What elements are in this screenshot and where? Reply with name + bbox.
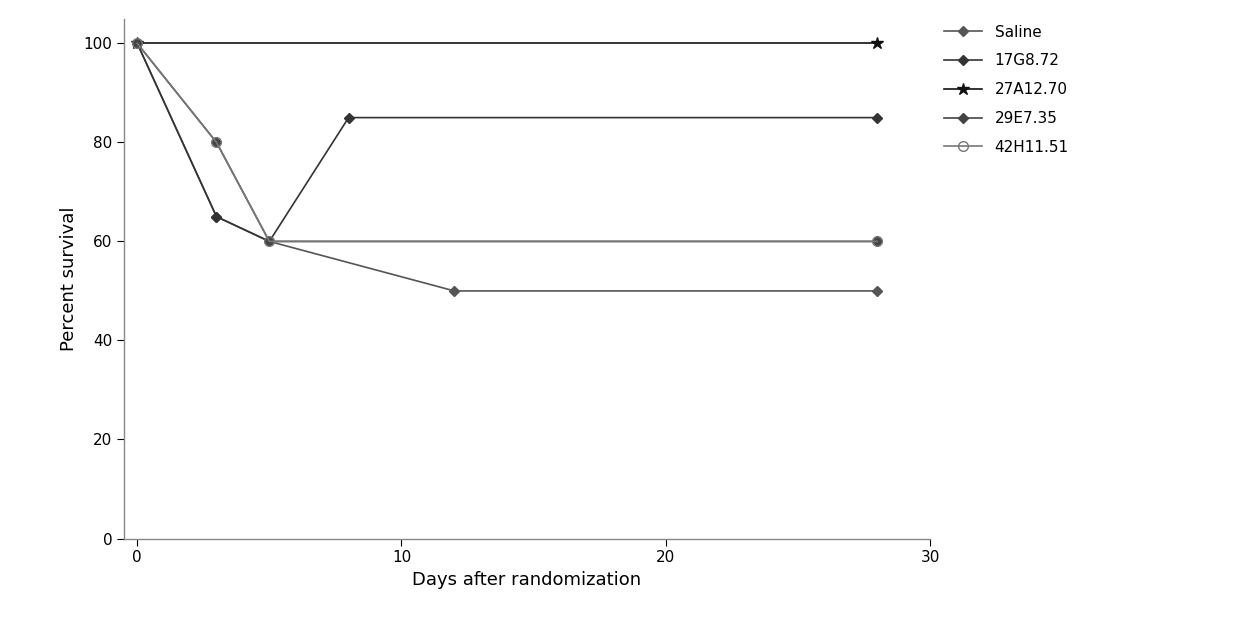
17G8.72	[341, 114, 356, 121]
Y-axis label: Percent survival: Percent survival	[60, 206, 78, 351]
17G8.72	[869, 114, 884, 121]
42H11.51	[869, 238, 884, 245]
Saline	[130, 40, 145, 47]
29E7.35	[869, 238, 884, 245]
29E7.35	[210, 139, 224, 146]
29E7.35	[130, 40, 145, 47]
17G8.72	[130, 40, 145, 47]
42H11.51	[262, 238, 277, 245]
Saline	[210, 213, 224, 220]
Line: 42H11.51: 42H11.51	[133, 38, 882, 246]
29E7.35	[262, 238, 277, 245]
X-axis label: Days after randomization: Days after randomization	[413, 571, 641, 589]
42H11.51	[130, 40, 145, 47]
Saline	[869, 287, 884, 295]
42H11.51	[210, 139, 224, 146]
Saline	[446, 287, 461, 295]
Saline	[262, 238, 277, 245]
Line: Saline: Saline	[134, 40, 880, 295]
Line: 29E7.35: 29E7.35	[134, 40, 880, 245]
Line: 17G8.72: 17G8.72	[134, 40, 880, 245]
17G8.72	[262, 238, 277, 245]
17G8.72	[210, 213, 224, 220]
Legend: Saline, 17G8.72, 27A12.70, 29E7.35, 42H11.51: Saline, 17G8.72, 27A12.70, 29E7.35, 42H1…	[939, 19, 1075, 161]
